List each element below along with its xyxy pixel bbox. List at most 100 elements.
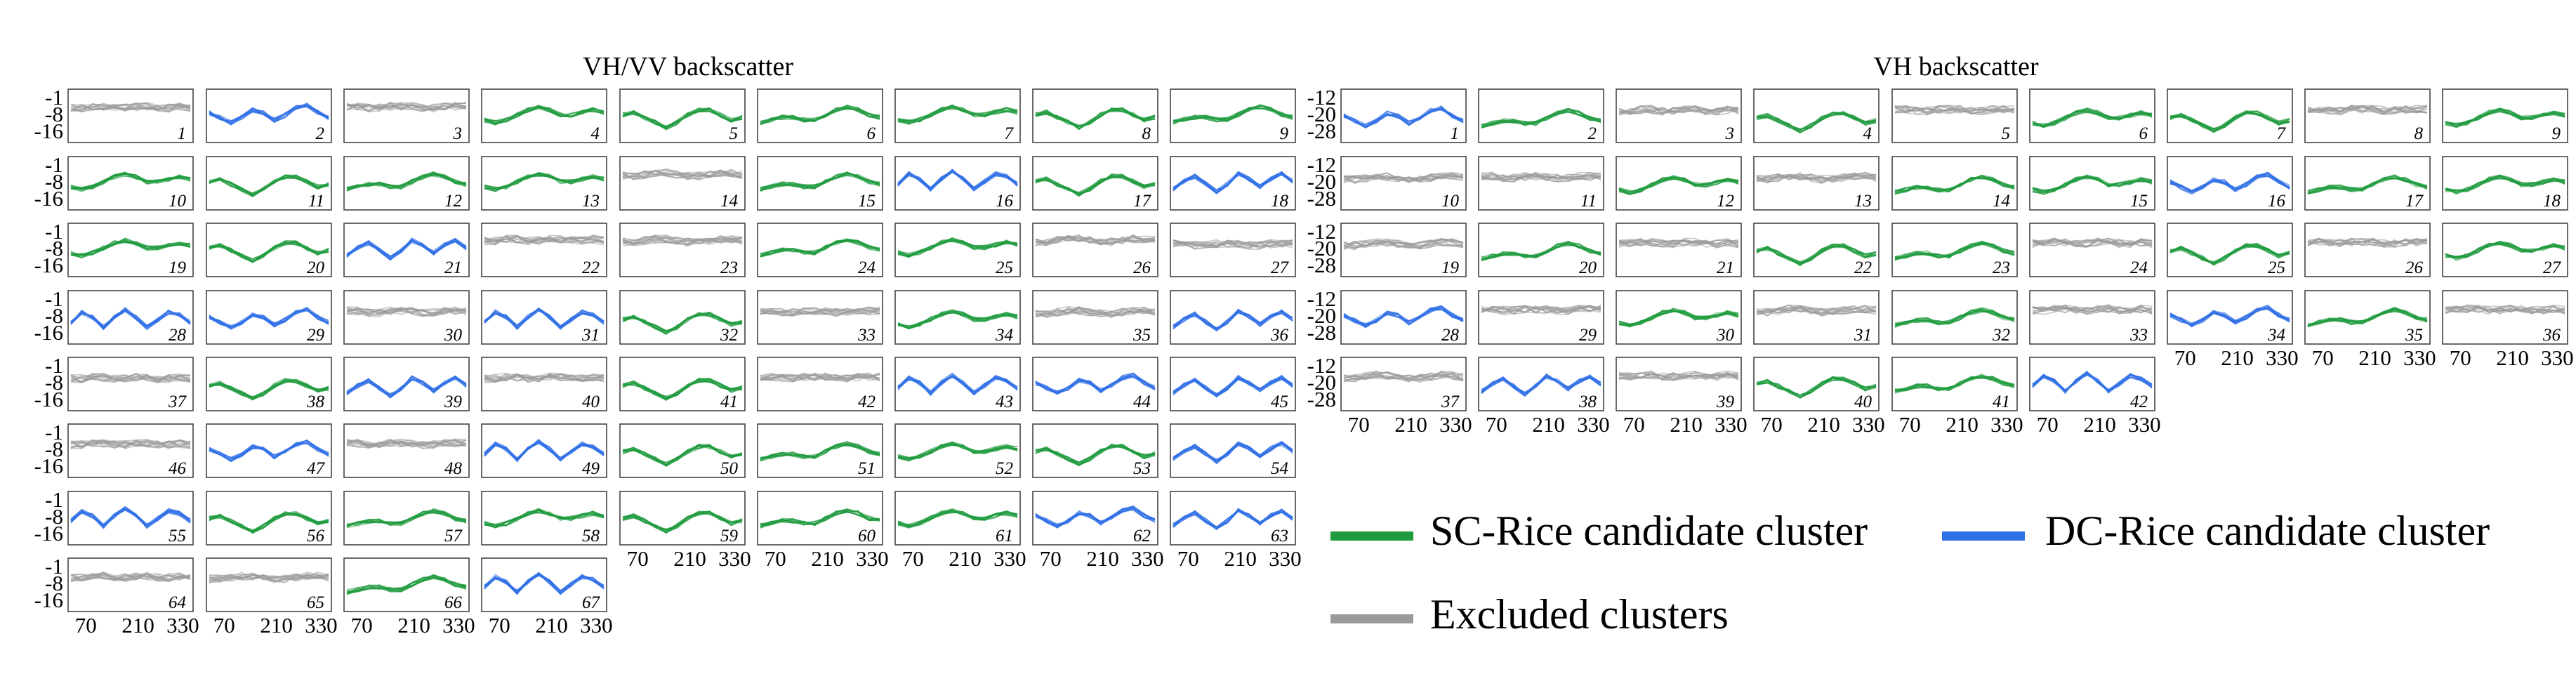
- series-line: [2307, 311, 2428, 327]
- series-line: [2445, 110, 2565, 128]
- plot-frame: [2029, 290, 2155, 345]
- cluster-index: 29: [307, 326, 325, 345]
- series-line: [1894, 309, 2015, 325]
- plot-frame: [894, 290, 1021, 345]
- series-line: [70, 102, 191, 112]
- x-tick-label: 210: [121, 613, 154, 637]
- series-line: [70, 440, 191, 449]
- series-line: [1757, 172, 1877, 184]
- plot-frame: [757, 423, 883, 478]
- x-tick-label: 70: [1623, 412, 1645, 437]
- cluster-panel-vhvv-3: 3: [343, 88, 470, 143]
- x-tick-label: 330: [1852, 412, 1885, 437]
- cluster-index: 35: [1132, 326, 1151, 345]
- x-tick-label: 70: [2312, 345, 2334, 370]
- legend-entry-excluded: Excluded clusters: [1330, 591, 1729, 637]
- panel-title-right: VH backscatter: [1873, 52, 2039, 81]
- series-line: [2445, 305, 2565, 313]
- x-tick-label: 70: [1899, 412, 1921, 437]
- cluster-panel-vhvv-61: 61: [894, 491, 1021, 546]
- plot-frame: [481, 423, 607, 478]
- series-line: [1343, 371, 1464, 382]
- series-line: [1894, 240, 2015, 259]
- y-tick-label: -8: [45, 236, 63, 260]
- cluster-index: 2: [1588, 124, 1597, 143]
- series-line: [484, 235, 605, 244]
- y-tick-label: -8: [45, 102, 63, 126]
- plot-frame: [894, 357, 1021, 411]
- cluster-panel-vh-40: 40: [1753, 357, 1880, 411]
- series-line: [622, 234, 743, 246]
- cluster-index: 40: [582, 392, 600, 411]
- cluster-index: 39: [1716, 392, 1735, 411]
- cluster-panel-vh-42: 42: [2029, 357, 2155, 411]
- series-line: [2307, 237, 2428, 246]
- series-line: [2445, 306, 2565, 315]
- cluster-panel-vh-39: 39: [1616, 357, 1742, 411]
- series-line: [70, 440, 191, 449]
- series-line: [209, 513, 329, 531]
- series-line: [1618, 177, 1739, 193]
- plot-frame: [343, 290, 470, 345]
- plot-frame: [343, 557, 470, 612]
- cluster-index: 6: [2139, 124, 2148, 143]
- cluster-index: 49: [582, 459, 600, 478]
- cluster-index: 3: [453, 124, 463, 143]
- plot-frame: [67, 357, 194, 411]
- plot-frame: [1478, 156, 1604, 211]
- cluster-index: 33: [857, 326, 876, 345]
- cluster-index: 9: [2552, 124, 2561, 143]
- series-line: [484, 107, 605, 125]
- series-line: [70, 172, 191, 190]
- x-tick-label: 70: [1486, 412, 1507, 437]
- x-tick-label: 330: [1439, 412, 1472, 437]
- series-line: [1756, 304, 1877, 317]
- x-tick-label: 70: [902, 546, 924, 571]
- series-line: [70, 102, 191, 113]
- cluster-panel-vh-17: 17: [2304, 156, 2431, 211]
- y-tick-label: -20: [1307, 102, 1336, 126]
- series-line: [1756, 305, 1877, 315]
- cluster-index: 58: [582, 527, 600, 546]
- cluster-panel-vh-36: 36: [2442, 290, 2568, 345]
- series-line: [1173, 443, 1293, 463]
- cluster-panel-vhvv-18: 18: [1170, 156, 1296, 211]
- x-tick-label: 210: [1224, 546, 1257, 571]
- x-tick-label: 70: [1177, 546, 1199, 571]
- cluster-panel-vh-41: 41: [1891, 357, 2018, 411]
- series-line: [1481, 374, 1601, 397]
- cluster-index: 31: [581, 326, 600, 345]
- cluster-panel-vhvv-20: 20: [206, 223, 332, 277]
- cluster-panel-vhvv-16: 16: [894, 156, 1021, 211]
- plot-frame: [481, 357, 607, 411]
- plot-frame: [2304, 88, 2431, 143]
- plot-frame: [894, 88, 1021, 143]
- x-tick-label: 210: [1807, 412, 1840, 437]
- series-line: [760, 308, 880, 317]
- series-line: [484, 308, 605, 331]
- y-tick-label: -16: [34, 186, 63, 211]
- cluster-index: 31: [1854, 326, 1872, 345]
- plot-frame: [67, 88, 194, 143]
- cluster-panel-vhvv-2: 2: [206, 88, 332, 143]
- cluster-index: 29: [1579, 326, 1597, 345]
- x-tick-label: 330: [2128, 412, 2161, 437]
- cluster-panel-vhvv-5: 5: [619, 88, 746, 143]
- cluster-index: 65: [307, 593, 324, 612]
- series-line: [1481, 107, 1601, 128]
- x-tick-label: 330: [2403, 345, 2436, 370]
- series-line: [897, 169, 1018, 192]
- x-tick-label: 330: [718, 546, 751, 571]
- cluster-index: 19: [1441, 258, 1460, 277]
- x-tick-label: 70: [1040, 546, 1062, 571]
- series-line: [484, 372, 605, 382]
- cluster-index: 11: [308, 192, 324, 211]
- plot-frame: [619, 156, 746, 211]
- cluster-panel-vhvv-24: 24: [757, 223, 883, 277]
- series-line: [2169, 112, 2290, 133]
- y-tick-label: -8: [45, 437, 63, 461]
- y-tick-label: -12: [1307, 152, 1336, 177]
- series-line: [209, 106, 329, 124]
- series-line: [346, 101, 467, 111]
- cluster-panel-vh-27: 27: [2442, 223, 2568, 277]
